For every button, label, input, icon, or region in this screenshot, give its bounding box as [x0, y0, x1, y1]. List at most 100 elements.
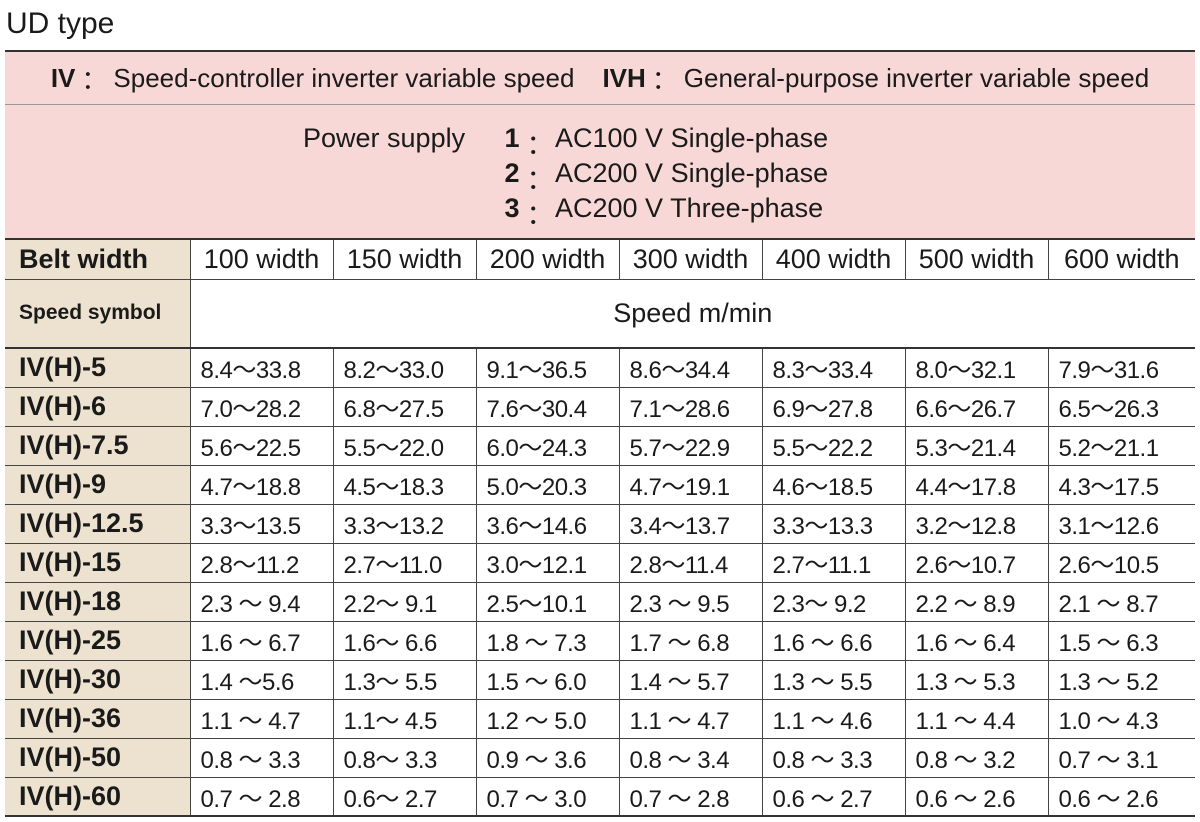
speed-range-cell: 0.9 ～ 3.6	[475, 738, 619, 778]
speed-range-cell: 1.3～ 5.5	[332, 660, 476, 700]
belt-width-header-row: Belt width 100 width 150 width 200 width…	[5, 240, 1195, 280]
speed-symbol-cell: IV(H)-25	[5, 621, 190, 661]
speed-range-cell: 1.4 ～ 5.7	[618, 660, 762, 700]
speed-range-cell: 6.9～27.8	[761, 387, 905, 427]
speed-range-cell: 1.1 ～ 4.7	[618, 699, 762, 739]
table-row: IV(H)-25 1.6 ～ 6.7 1.6～ 6.6 1.8 ～ 7.3 1.7 ～ …	[5, 621, 1195, 661]
power-supply-option: 2 ： AC200 V Single-phase	[499, 158, 828, 197]
speed-range-cell: 1.6～ 6.6	[332, 621, 476, 661]
speed-symbol-cell: IV(H)-30	[5, 660, 190, 700]
belt-width-cell: 300 width	[618, 240, 762, 280]
speed-range-cell: 7.9～31.6	[1047, 348, 1195, 388]
speed-symbol-cell: IV(H)-7.5	[5, 426, 190, 466]
speed-range-cell: 6.8～27.5	[332, 387, 476, 427]
speed-range-cell: 7.6～30.4	[475, 387, 619, 427]
speed-range-cell: 0.7 ～ 3.0	[475, 777, 619, 817]
speed-range-cell: 0.8 ～ 3.4	[618, 738, 762, 778]
speed-range-cell: 0.8～ 3.3	[332, 738, 476, 778]
belt-width-cell: 400 width	[761, 240, 905, 280]
table-row: IV(H)-18 2.3 ～ 9.4 2.2～ 9.1 2.5～10.1 2.3 ～ 9…	[5, 582, 1195, 622]
power-supply-option: 1 ： AC100 V Single-phase	[499, 123, 828, 162]
speed-range-cell: 5.6～22.5	[189, 426, 333, 466]
speed-range-cell: 8.4～33.8	[189, 348, 333, 388]
speed-range-cell: 6.6～26.7	[904, 387, 1048, 427]
speed-range-cell: 1.7 ～ 6.8	[618, 621, 762, 661]
ivh-code: IVH	[602, 62, 646, 93]
speed-symbol-header-row: Speed symbol Speed m/min	[5, 279, 1195, 349]
speed-symbol-cell: IV(H)-60	[5, 777, 190, 817]
speed-range-cell: 4.7～18.8	[189, 465, 333, 505]
speed-range-cell: 8.3～33.4	[761, 348, 905, 388]
speed-range-cell: 3.4～13.7	[618, 504, 762, 544]
speed-range-cell: 5.3～21.4	[904, 426, 1048, 466]
table-row: IV(H)-5 8.4～33.8 8.2～33.0 9.1～36.5 8.6～34.4 8…	[5, 348, 1195, 388]
iv-separator: ：	[81, 64, 108, 95]
speed-range-cell: 7.0～28.2	[189, 387, 333, 427]
speed-range-cell: 5.5～22.2	[761, 426, 905, 466]
speed-unit-label: Speed m/min	[189, 279, 1195, 349]
speed-range-cell: 1.3 ～ 5.2	[1047, 660, 1195, 700]
speed-range-cell: 1.2 ～ 5.0	[475, 699, 619, 739]
speed-range-cell: 9.1～36.5	[475, 348, 619, 388]
table-row: IV(H)-12.5 3.3～13.5 3.3～13.2 3.6～14.6 3.4～13…	[5, 504, 1195, 544]
speed-range-cell: 5.7～22.9	[618, 426, 762, 466]
page-title: UD type	[6, 7, 115, 40]
speed-range-cell: 0.6 ～ 2.7	[761, 777, 905, 817]
speed-symbol-cell: IV(H)-12.5	[5, 504, 190, 544]
speed-range-cell: 2.2 ～ 8.9	[904, 582, 1048, 622]
speed-range-cell: 3.1～12.6	[1047, 504, 1195, 544]
speed-symbol-cell: IV(H)-50	[5, 738, 190, 778]
speed-range-cell: 3.3～13.2	[332, 504, 476, 544]
speed-symbol-cell: IV(H)-6	[5, 387, 190, 427]
speed-range-cell: 0.7 ～ 2.8	[189, 777, 333, 817]
speed-range-cell: 2.3～ 9.2	[761, 582, 905, 622]
speed-range-cell: 2.3 ～ 9.5	[618, 582, 762, 622]
power-supply-banner: Power supply 1 ： AC100 V Single-phase 2 …	[5, 105, 1195, 240]
speed-range-cell: 5.5～22.0	[332, 426, 476, 466]
speed-range-cell: 1.6 ～ 6.6	[761, 621, 905, 661]
speed-symbol-cell: IV(H)-9	[5, 465, 190, 505]
speed-range-cell: 7.1～28.6	[618, 387, 762, 427]
speed-range-cell: 1.5 ～ 6.3	[1047, 621, 1195, 661]
power-supply-description: AC200 V Single-phase	[555, 158, 829, 188]
power-supply-separator: ：	[526, 200, 554, 230]
inverter-type-banner: IV ： Speed-controller inverter variable …	[5, 50, 1195, 105]
power-supply-description: AC200 V Three-phase	[555, 193, 824, 223]
belt-width-cell: 200 width	[475, 240, 619, 280]
power-supply-separator: ：	[526, 130, 554, 160]
speed-range-cell: 1.1 ～ 4.7	[189, 699, 333, 739]
speed-range-cell: 4.3～17.5	[1047, 465, 1195, 505]
speed-range-cell: 1.1 ～ 4.6	[761, 699, 905, 739]
speed-range-cell: 0.7 ～ 2.8	[618, 777, 762, 817]
iv-code: IV	[50, 62, 76, 93]
speed-range-cell: 1.1 ～ 4.4	[904, 699, 1048, 739]
belt-width-cell: 150 width	[332, 240, 476, 280]
table-row: IV(H)-15 2.8～11.2 2.7～11.0 3.0～12.1 2.8～11.4…	[5, 543, 1195, 583]
belt-width-cell: 100 width	[189, 240, 333, 280]
speed-range-cell: 1.6 ～ 6.7	[189, 621, 333, 661]
ivh-description: General-purpose inverter variable speed	[683, 62, 1150, 93]
speed-range-cell: 2.8～11.2	[189, 543, 333, 583]
speed-range-cell: 0.8 ～ 3.2	[904, 738, 1048, 778]
table-row: IV(H)-7.5 5.6～22.5 5.5～22.0 6.0～24.3 5.7～22.…	[5, 426, 1195, 466]
power-supply-number: 3	[504, 193, 520, 223]
speed-symbol-cell: IV(H)-15	[5, 543, 190, 583]
table-row: IV(H)-50 0.8 ～ 3.3 0.8～ 3.3 0.9 ～ 3.6 0.8 ～ …	[5, 738, 1195, 778]
speed-range-cell: 3.0～12.1	[475, 543, 619, 583]
speed-range-cell: 2.2～ 9.1	[332, 582, 476, 622]
speed-table: Belt width 100 width 150 width 200 width…	[5, 240, 1195, 817]
speed-range-cell: 2.7～11.1	[761, 543, 905, 583]
speed-range-cell: 0.8 ～ 3.3	[761, 738, 905, 778]
power-supply-number: 1	[504, 123, 520, 153]
speed-range-cell: 8.0～32.1	[904, 348, 1048, 388]
speed-symbol-label: Speed symbol	[5, 279, 190, 349]
speed-range-cell: 3.3～13.5	[189, 504, 333, 544]
speed-symbol-cell: IV(H)-36	[5, 699, 190, 739]
speed-range-cell: 2.5～10.1	[475, 582, 619, 622]
speed-range-cell: 3.6～14.6	[475, 504, 619, 544]
speed-range-cell: 0.6 ～ 2.6	[904, 777, 1048, 817]
speed-range-cell: 2.6～10.5	[1047, 543, 1195, 583]
speed-range-cell: 1.1～ 4.5	[332, 699, 476, 739]
speed-symbol-cell: IV(H)-18	[5, 582, 190, 622]
speed-range-cell: 6.0～24.3	[475, 426, 619, 466]
